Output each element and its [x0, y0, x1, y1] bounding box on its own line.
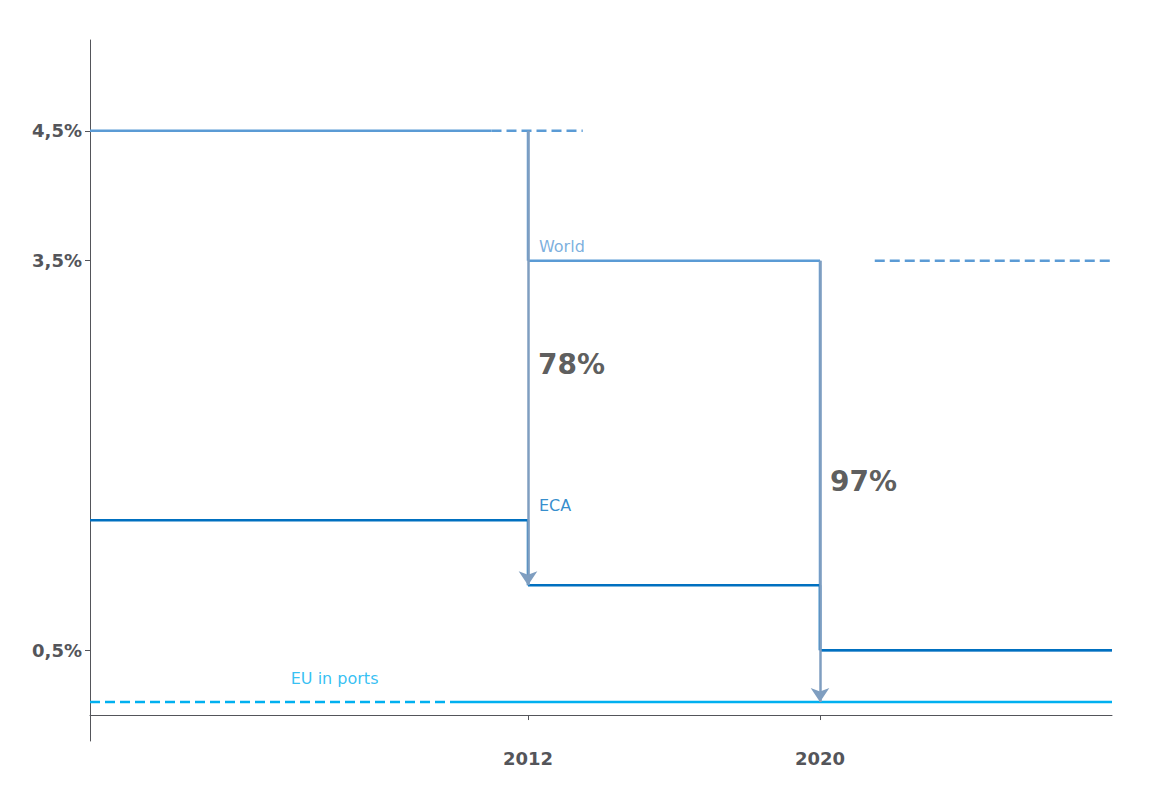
- svg-text:3,5%: 3,5%: [32, 250, 82, 271]
- svg-text:0,5%: 0,5%: [32, 640, 82, 661]
- svg-text:2020: 2020: [795, 748, 845, 769]
- svg-text:2012: 2012: [503, 748, 553, 769]
- svg-text:EU in ports: EU in ports: [291, 669, 379, 688]
- svg-text:4,5%: 4,5%: [32, 120, 82, 141]
- svg-text:World: World: [539, 237, 585, 256]
- svg-text:78%: 78%: [538, 348, 605, 381]
- svg-text:97%: 97%: [830, 465, 897, 498]
- svg-text:ECA: ECA: [539, 496, 571, 515]
